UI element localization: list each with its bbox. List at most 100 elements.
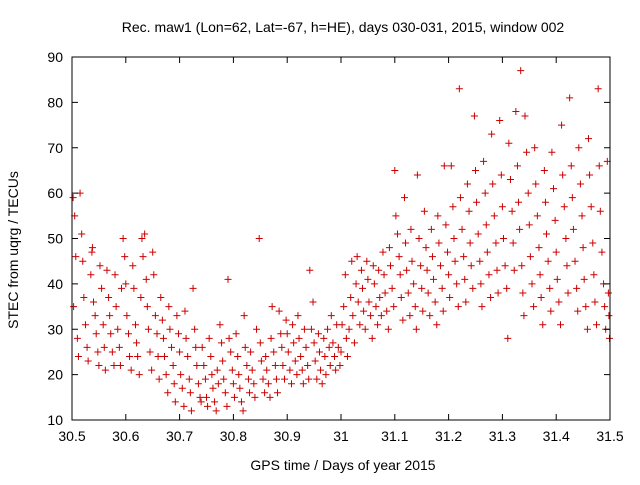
data-point [275, 307, 283, 315]
data-point [388, 284, 396, 292]
data-point [526, 253, 534, 261]
data-point [509, 239, 517, 247]
data-point [370, 280, 378, 288]
data-point [605, 312, 613, 320]
data-point [337, 348, 345, 356]
data-point [354, 298, 362, 306]
data-point [489, 180, 497, 188]
data-point [531, 144, 539, 152]
data-point [255, 235, 263, 242]
data-point [135, 371, 143, 379]
plot-area [69, 67, 613, 415]
data-point [469, 284, 477, 292]
data-point [151, 312, 159, 320]
data-point [547, 307, 555, 315]
data-point [116, 362, 124, 370]
y-tick-label: 10 [47, 412, 63, 428]
data-point [463, 180, 471, 188]
data-point [106, 312, 114, 320]
data-point [433, 321, 441, 329]
data-point [274, 389, 282, 397]
data-point [171, 398, 179, 406]
data-point [83, 343, 91, 351]
data-point [455, 85, 463, 93]
data-point [256, 339, 264, 347]
data-point [472, 166, 479, 174]
data-point [107, 330, 115, 338]
data-point [523, 148, 531, 156]
data-point [580, 275, 588, 283]
data-point [342, 334, 350, 342]
data-point [574, 307, 582, 315]
data-point [543, 230, 551, 238]
data-point [578, 212, 586, 220]
data-point [510, 266, 518, 274]
data-point [544, 257, 552, 265]
data-point [194, 380, 202, 388]
data-point [321, 352, 329, 360]
data-point [95, 362, 103, 370]
data-point [239, 407, 247, 415]
data-point [223, 402, 231, 410]
x-tick-label: 31.5 [596, 428, 623, 444]
data-point [385, 244, 393, 252]
data-point [434, 212, 442, 220]
data-point [513, 162, 521, 170]
data-point [440, 162, 448, 170]
data-point [525, 221, 533, 229]
data-point [450, 235, 458, 242]
data-point [356, 321, 364, 329]
data-point [582, 303, 590, 311]
data-point [211, 398, 219, 406]
data-point [391, 166, 399, 174]
data-point [539, 321, 547, 329]
data-point [117, 284, 125, 292]
data-point [485, 271, 493, 279]
data-point [359, 284, 367, 292]
x-tick-label: 30.7 [166, 428, 193, 444]
data-point [595, 162, 603, 170]
data-point [571, 257, 579, 265]
data-point [499, 235, 507, 242]
data-point [253, 325, 261, 333]
data-point [586, 171, 594, 179]
data-point [324, 325, 332, 333]
data-point [466, 239, 474, 247]
data-point [364, 275, 372, 283]
data-point [497, 171, 505, 179]
data-point [205, 334, 213, 342]
data-point [305, 375, 313, 383]
data-point [79, 257, 87, 265]
data-point [127, 366, 135, 374]
data-point [483, 248, 491, 256]
data-point [426, 312, 434, 320]
data-point [94, 348, 102, 356]
data-point [465, 207, 473, 215]
data-point [512, 107, 520, 115]
data-point [420, 207, 428, 215]
data-point [283, 330, 291, 338]
data-point [191, 325, 199, 333]
data-point [380, 271, 388, 279]
data-point [100, 343, 108, 351]
data-point [412, 325, 420, 333]
y-tick-label: 40 [47, 276, 63, 292]
data-point [139, 253, 147, 261]
data-point [153, 330, 161, 338]
data-point [480, 157, 488, 165]
data-point [340, 303, 348, 311]
data-point [493, 266, 501, 274]
data-point [180, 402, 188, 410]
data-point [169, 362, 177, 370]
data-point [508, 207, 516, 215]
data-point [404, 289, 412, 297]
data-point [175, 330, 183, 338]
data-point [559, 171, 567, 179]
data-point [295, 334, 303, 342]
data-point [279, 362, 287, 370]
x-tick-label: 31.4 [543, 428, 570, 444]
data-point [520, 312, 528, 320]
data-point [352, 280, 360, 288]
data-point [353, 253, 361, 261]
data-point [576, 180, 584, 188]
